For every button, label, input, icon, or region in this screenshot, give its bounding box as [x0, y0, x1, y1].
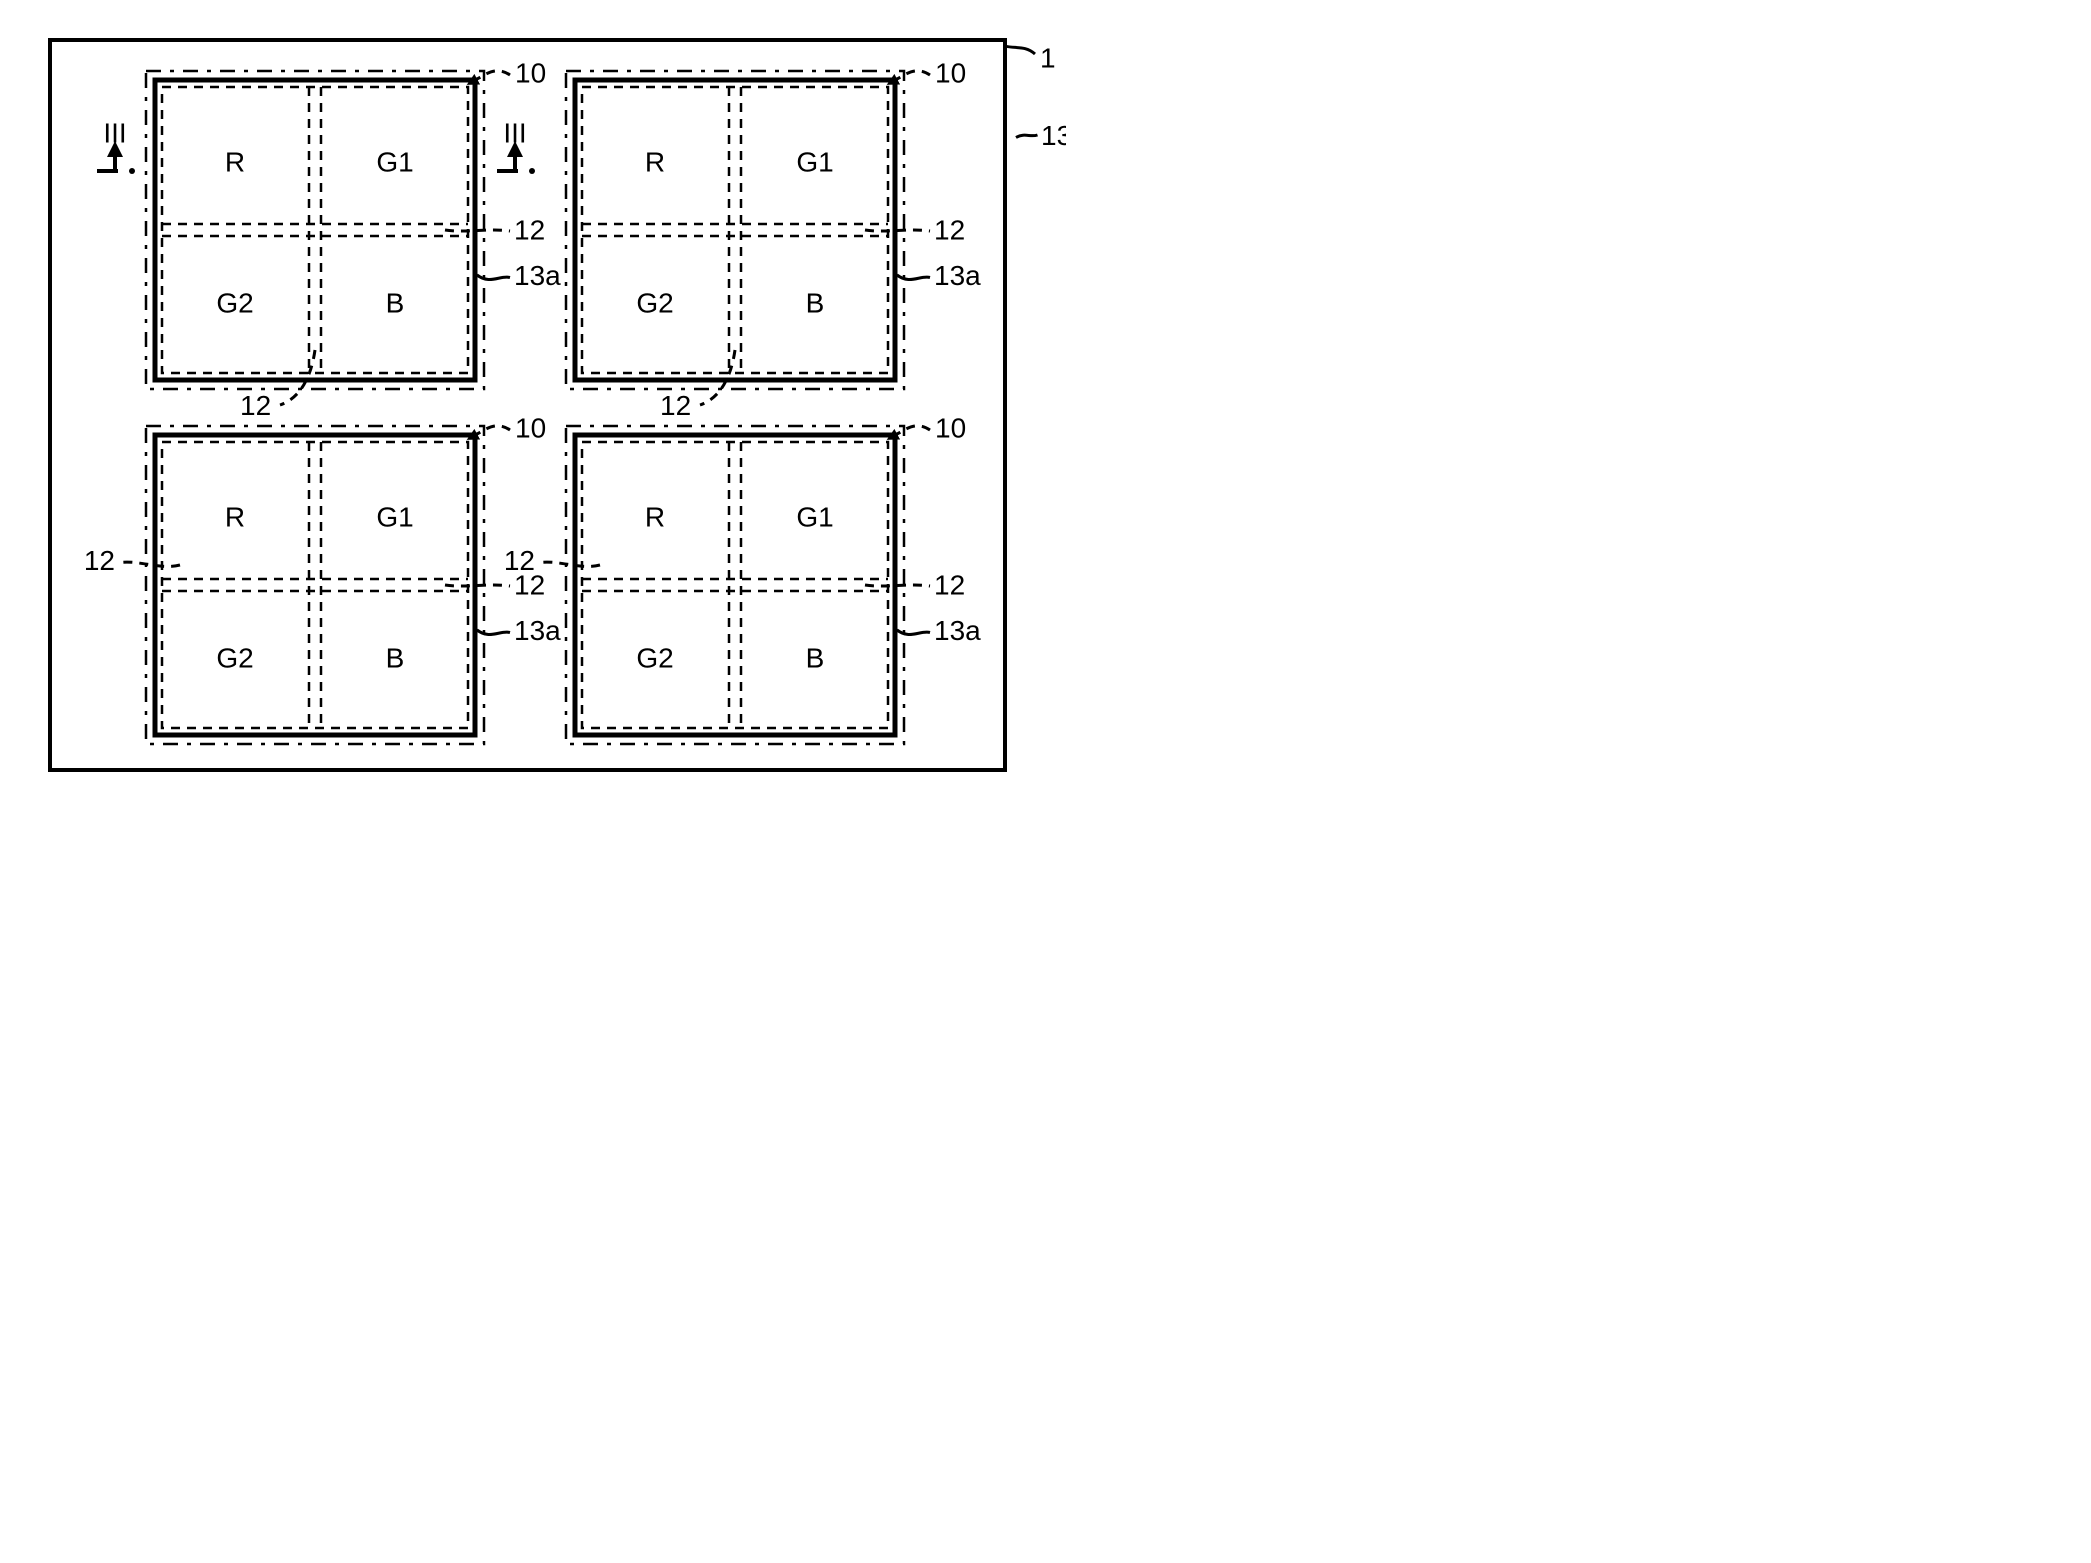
- svg-text:G1: G1: [376, 501, 413, 532]
- svg-text:1: 1: [1040, 42, 1056, 73]
- svg-text:13a: 13a: [514, 260, 561, 291]
- svg-text:10: 10: [935, 412, 966, 443]
- svg-text:12: 12: [240, 390, 271, 421]
- diagram-svg: 1 13 R G1 G2 B 10 13a 12 12 R G1 G2 B 10 13a 12 12 R G1 G2 B 1…: [20, 20, 1066, 802]
- svg-text:B: B: [386, 642, 405, 673]
- svg-text:G1: G1: [796, 501, 833, 532]
- svg-text:13a: 13a: [934, 260, 981, 291]
- svg-text:R: R: [225, 146, 245, 177]
- svg-text:R: R: [225, 501, 245, 532]
- svg-text:12: 12: [504, 545, 535, 576]
- svg-text:12: 12: [934, 569, 965, 600]
- svg-text:R: R: [645, 501, 665, 532]
- svg-text:10: 10: [515, 412, 546, 443]
- svg-text:13a: 13a: [514, 615, 561, 646]
- diagram-canvas: 1 13 R G1 G2 B 10 13a 12 12 R G1 G2 B 10 13a 12 12 R G1 G2 B 1…: [20, 20, 2071, 802]
- svg-text:G2: G2: [216, 642, 253, 673]
- svg-text:B: B: [386, 287, 405, 318]
- svg-text:B: B: [806, 287, 825, 318]
- svg-text:G2: G2: [216, 287, 253, 318]
- svg-text:B: B: [806, 642, 825, 673]
- svg-text:G1: G1: [376, 146, 413, 177]
- svg-text:R: R: [645, 146, 665, 177]
- svg-text:12: 12: [934, 214, 965, 245]
- svg-text:G2: G2: [636, 287, 673, 318]
- svg-text:13: 13: [1041, 120, 1066, 151]
- svg-text:G2: G2: [636, 642, 673, 673]
- svg-text:G1: G1: [796, 146, 833, 177]
- svg-text:12: 12: [660, 390, 691, 421]
- svg-text:III: III: [103, 117, 126, 148]
- svg-text:III: III: [503, 117, 526, 148]
- svg-text:10: 10: [515, 57, 546, 88]
- svg-text:13a: 13a: [934, 615, 981, 646]
- svg-text:12: 12: [514, 214, 545, 245]
- svg-text:10: 10: [935, 57, 966, 88]
- svg-text:12: 12: [84, 545, 115, 576]
